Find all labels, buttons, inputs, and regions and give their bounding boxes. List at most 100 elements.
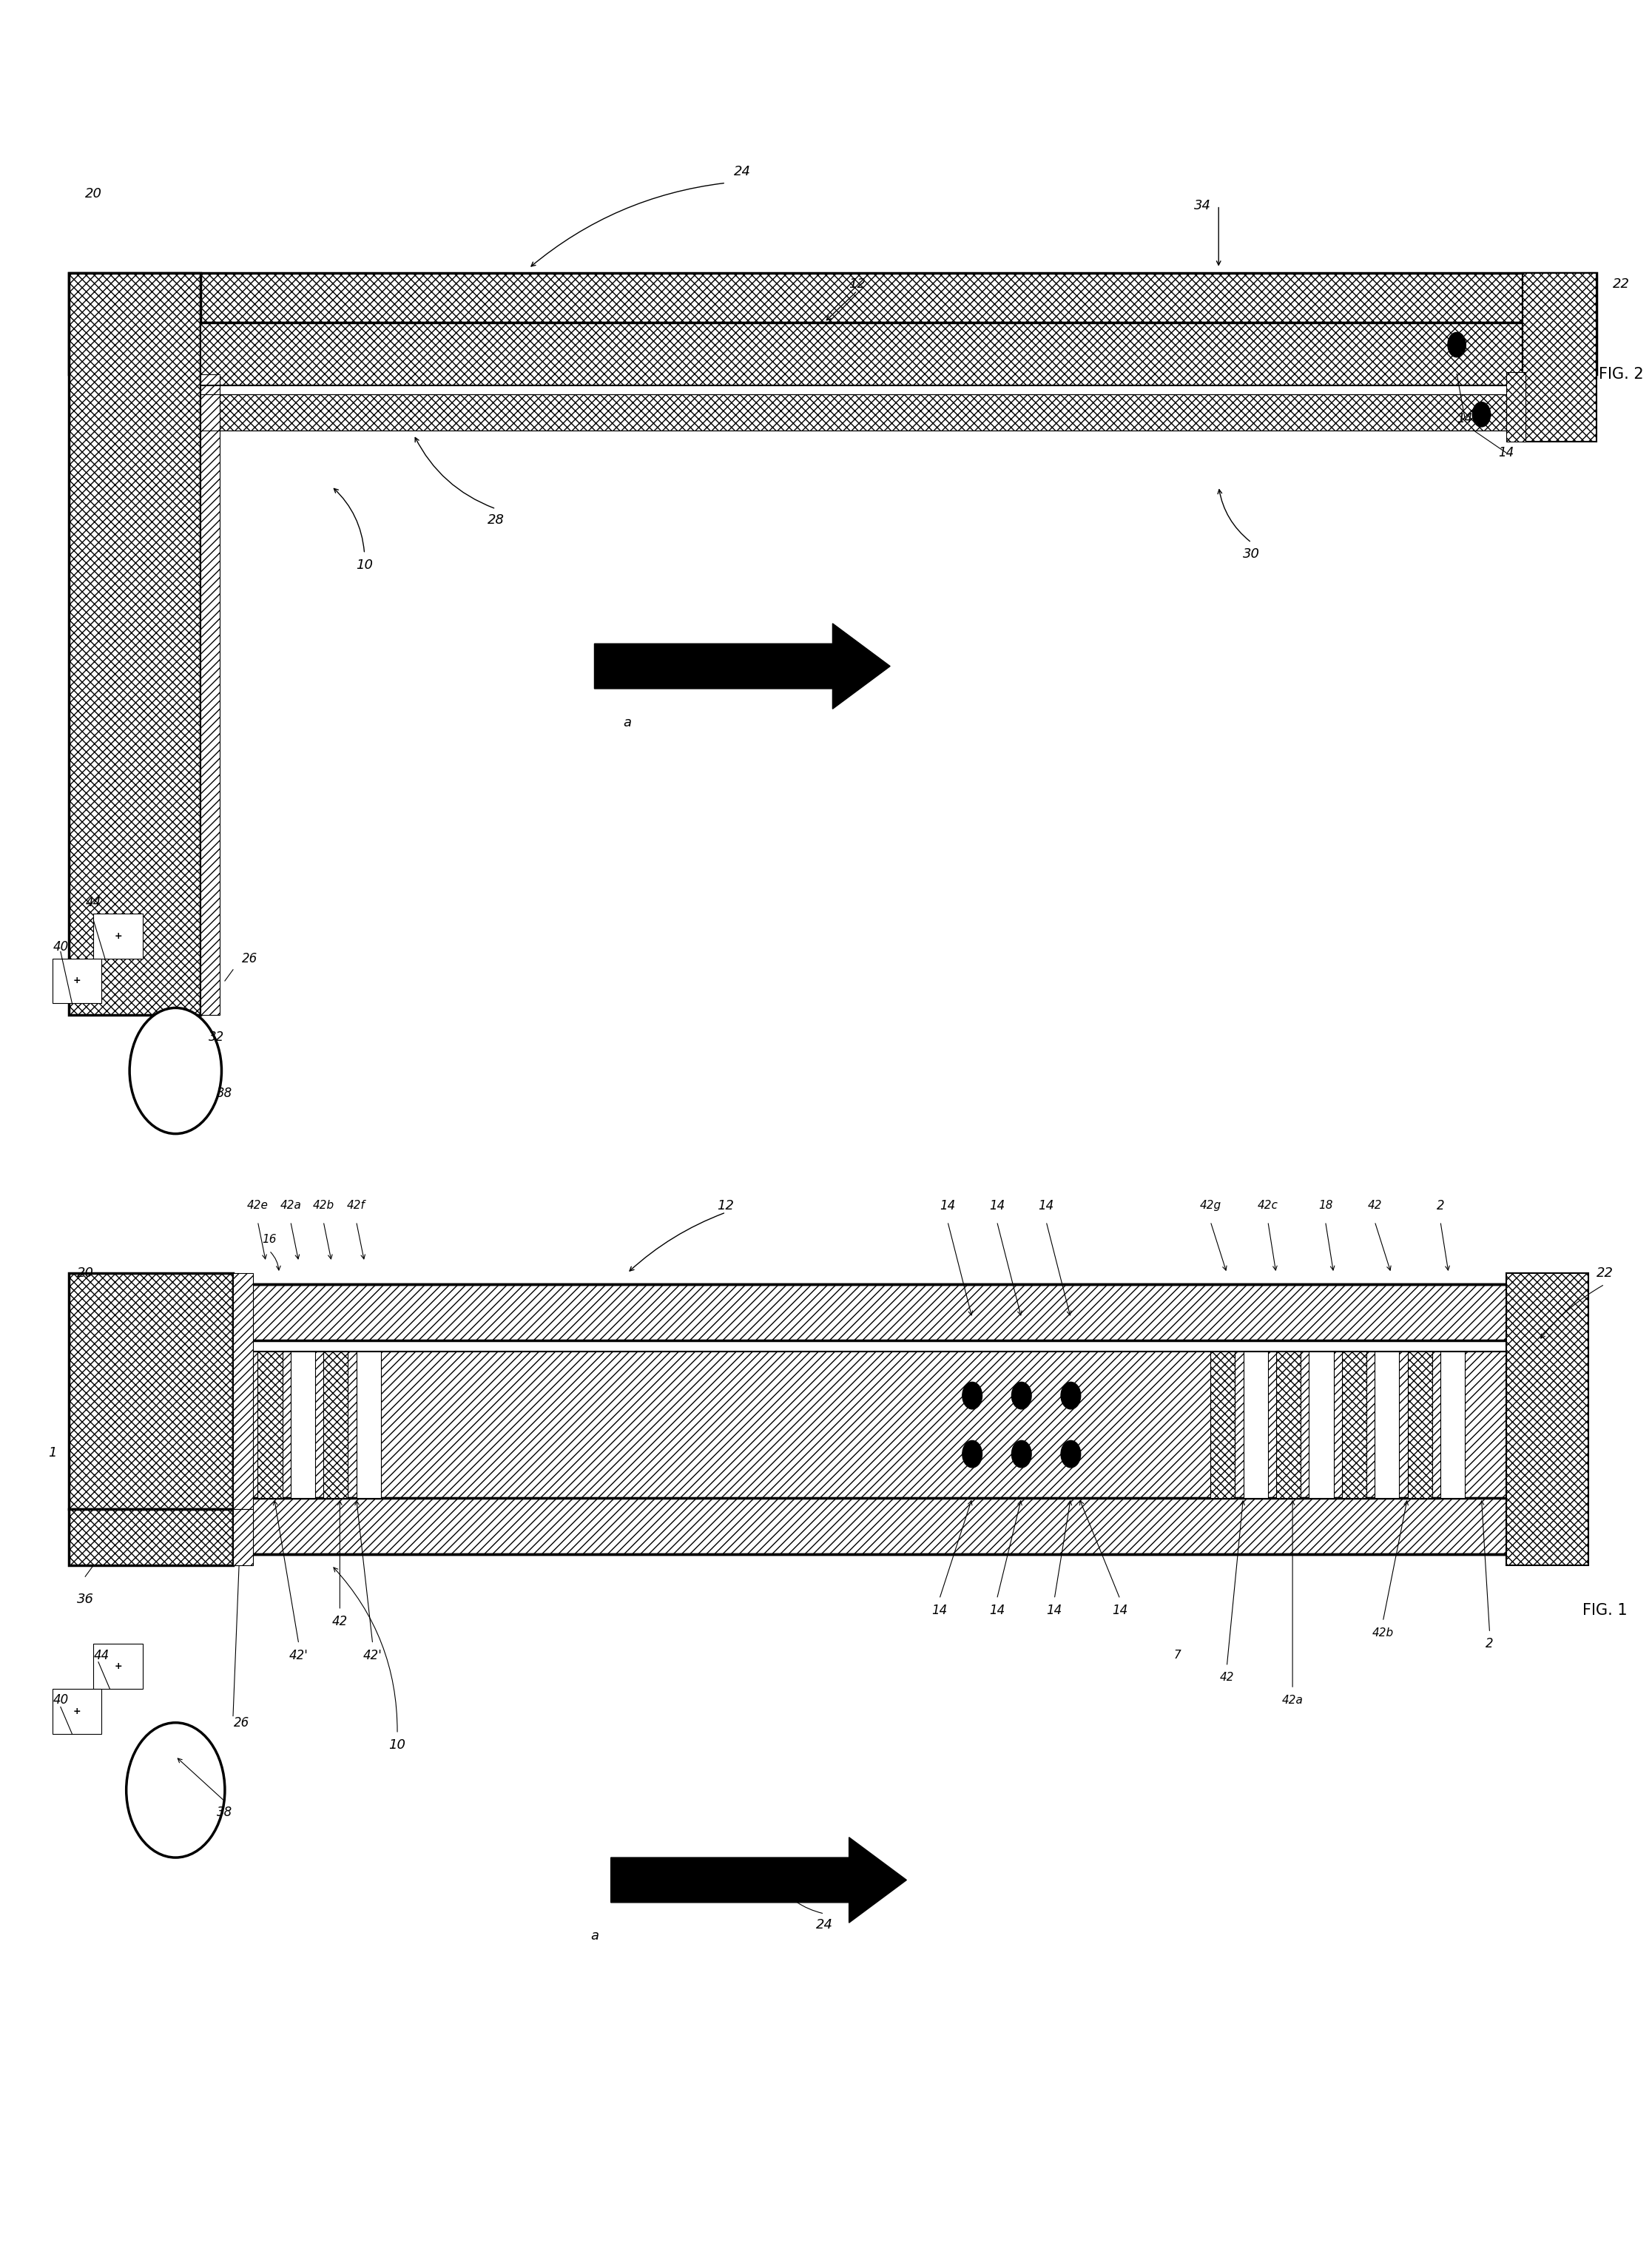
Bar: [324, 1352, 349, 1499]
Text: +: +: [114, 1661, 122, 1670]
Text: 14: 14: [932, 1603, 947, 1616]
Text: a: a: [590, 1929, 598, 1943]
Text: 14: 14: [990, 1603, 1004, 1616]
Circle shape: [1447, 331, 1465, 356]
Text: 20: 20: [84, 187, 102, 201]
Bar: [69, 1510, 233, 1564]
Text: 42': 42': [289, 1648, 309, 1661]
Text: 36: 36: [76, 1591, 94, 1605]
Text: 42: 42: [332, 1614, 347, 1627]
Text: 42': 42': [363, 1648, 382, 1661]
Text: 7: 7: [1175, 1650, 1181, 1661]
Text: 14: 14: [1498, 446, 1513, 460]
Bar: [258, 1352, 282, 1499]
Text: 14: 14: [1046, 1603, 1062, 1616]
Bar: [1408, 1352, 1432, 1499]
Text: 14: 14: [1457, 412, 1474, 426]
Text: 42g: 42g: [1199, 1199, 1221, 1210]
Text: 1: 1: [48, 1447, 56, 1461]
Bar: [53, 1688, 102, 1733]
Bar: [233, 1274, 253, 1510]
Circle shape: [963, 1382, 981, 1409]
Text: 42: 42: [1368, 1199, 1381, 1210]
Bar: [233, 1510, 253, 1564]
Bar: [94, 913, 142, 958]
Bar: [69, 273, 200, 1014]
Text: 42: 42: [1219, 1672, 1234, 1684]
Bar: [1244, 1352, 1267, 1499]
Bar: [69, 273, 1596, 374]
Bar: [69, 1274, 233, 1510]
Bar: [1308, 1352, 1333, 1499]
Text: +: +: [73, 1706, 81, 1715]
Bar: [1523, 273, 1596, 442]
Text: 10: 10: [388, 1738, 406, 1751]
Text: 42a: 42a: [1282, 1695, 1303, 1706]
Text: 40: 40: [53, 940, 68, 953]
Bar: [200, 1285, 1540, 1341]
Text: 38: 38: [216, 1086, 233, 1100]
Text: 44: 44: [94, 1648, 109, 1661]
Text: 42c: 42c: [1257, 1199, 1279, 1210]
Bar: [200, 394, 1523, 431]
Text: 34: 34: [1194, 198, 1211, 212]
Text: 14: 14: [1112, 1603, 1128, 1616]
Text: 14: 14: [990, 1199, 1004, 1213]
Bar: [1507, 1274, 1588, 1564]
Text: 42a: 42a: [279, 1199, 301, 1210]
Bar: [200, 322, 1523, 385]
Text: 26: 26: [241, 951, 258, 965]
Bar: [53, 958, 102, 1003]
Bar: [1374, 1352, 1399, 1499]
Text: a: a: [623, 717, 631, 728]
Text: 22: 22: [1596, 1267, 1612, 1280]
Circle shape: [129, 1008, 221, 1134]
Text: 44: 44: [86, 895, 101, 908]
Text: 28: 28: [487, 514, 504, 527]
Text: 10: 10: [355, 559, 373, 573]
Text: 40: 40: [53, 1693, 68, 1706]
Text: 12: 12: [717, 1199, 735, 1213]
Bar: [1441, 1352, 1465, 1499]
Text: 42b: 42b: [1373, 1627, 1394, 1639]
Text: 42e: 42e: [248, 1199, 268, 1210]
Circle shape: [1011, 1440, 1031, 1467]
Circle shape: [1061, 1440, 1080, 1467]
Text: 20: 20: [76, 1267, 94, 1280]
Text: FIG. 1: FIG. 1: [1583, 1603, 1627, 1618]
Text: 16: 16: [263, 1233, 276, 1244]
Bar: [1341, 1352, 1366, 1499]
Text: 14: 14: [940, 1199, 955, 1213]
Bar: [357, 1352, 382, 1499]
Text: 38: 38: [216, 1805, 233, 1819]
Text: 24: 24: [733, 165, 750, 178]
Circle shape: [1472, 401, 1490, 426]
Bar: [291, 1352, 316, 1499]
Bar: [200, 1352, 1540, 1499]
Bar: [200, 374, 220, 1014]
Text: 32: 32: [208, 1030, 225, 1044]
Bar: [94, 1643, 142, 1688]
Text: 42f: 42f: [347, 1199, 365, 1210]
Circle shape: [963, 1440, 981, 1467]
Text: 24: 24: [816, 1918, 833, 1932]
Circle shape: [126, 1722, 225, 1857]
Bar: [200, 1499, 1540, 1553]
Bar: [1275, 1352, 1300, 1499]
Text: 42b: 42b: [312, 1199, 334, 1210]
Text: +: +: [114, 931, 122, 940]
Text: +: +: [73, 976, 81, 985]
Text: 2: 2: [1437, 1199, 1444, 1213]
Text: 2: 2: [1485, 1636, 1493, 1650]
Text: 22: 22: [1612, 277, 1629, 291]
Text: 30: 30: [1242, 548, 1260, 561]
Text: 14: 14: [1037, 1199, 1054, 1213]
Bar: [1211, 1352, 1236, 1499]
FancyArrow shape: [595, 624, 890, 710]
Circle shape: [1011, 1382, 1031, 1409]
Circle shape: [1061, 1382, 1080, 1409]
Bar: [1507, 372, 1526, 442]
FancyArrow shape: [611, 1837, 907, 1923]
Text: 26: 26: [233, 1715, 249, 1729]
Text: 12: 12: [849, 277, 866, 291]
